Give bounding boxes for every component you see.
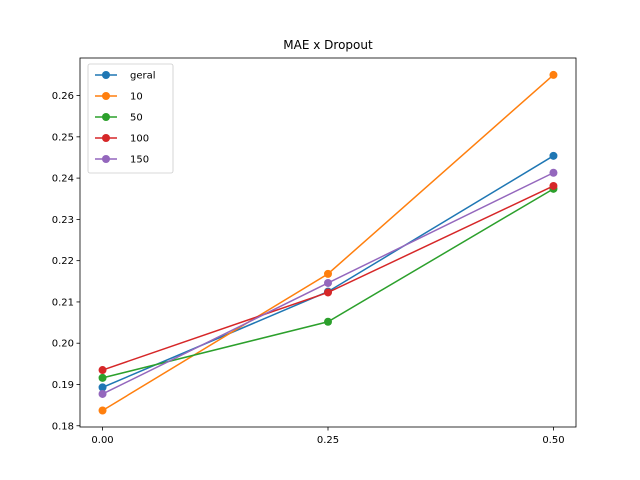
x-tick-label: 0.25 — [317, 435, 339, 446]
y-tick-label: 0.22 — [52, 256, 74, 267]
legend-marker — [102, 113, 110, 121]
y-tick-label: 0.20 — [52, 339, 74, 350]
legend-label: 50 — [130, 113, 143, 124]
legend-entry: 100 — [95, 134, 149, 145]
legend-box — [87, 63, 174, 174]
legend-label: geral — [130, 71, 156, 82]
x-tick-label: 0.50 — [542, 435, 564, 446]
data-point — [549, 151, 558, 160]
y-tick-label: 0.21 — [52, 297, 74, 308]
legend-label: 150 — [130, 155, 149, 166]
y-tick-label: 0.24 — [52, 174, 74, 185]
data-point — [549, 168, 558, 177]
y-tick-label: 0.26 — [52, 91, 74, 102]
data-point — [549, 70, 558, 79]
series-150 — [98, 168, 558, 398]
data-point — [98, 373, 107, 382]
y-tick-label: 0.19 — [52, 380, 74, 391]
x-axis: 0.00 0.25 0.50 — [91, 427, 565, 446]
legend-entry: 10 — [95, 92, 143, 103]
series-100 — [98, 181, 558, 375]
legend-label: 10 — [130, 92, 143, 103]
series-10 — [98, 70, 558, 415]
data-point — [324, 278, 332, 287]
series-layer — [98, 70, 558, 415]
data-point — [98, 406, 107, 415]
chart-title: MAE x Dropout — [283, 38, 373, 52]
data-point — [549, 181, 558, 190]
x-tick-label: 0.00 — [91, 435, 113, 446]
legend-marker — [102, 134, 110, 142]
legend-entry: 150 — [95, 155, 149, 166]
y-tick-label: 0.18 — [52, 421, 74, 432]
series-line — [102, 185, 554, 371]
data-point — [98, 383, 107, 392]
y-tick-label: 0.25 — [52, 132, 74, 143]
data-point — [324, 288, 332, 297]
data-point — [324, 317, 332, 326]
y-axis: 0.18 0.19 0.20 0.21 0.22 0.23 0.24 0.25 0.26 — [52, 91, 80, 432]
legend: geral 10 50 100 150 — [87, 63, 174, 174]
legend-marker — [102, 92, 110, 100]
legend-marker — [102, 71, 110, 79]
legend-label: 100 — [130, 134, 149, 145]
data-point — [324, 269, 332, 278]
y-tick-label: 0.23 — [52, 215, 74, 226]
legend-marker — [102, 155, 110, 163]
data-point — [98, 366, 107, 375]
data-point — [98, 389, 107, 398]
legend-entry: 50 — [95, 113, 143, 124]
legend-entry: geral — [95, 71, 156, 82]
